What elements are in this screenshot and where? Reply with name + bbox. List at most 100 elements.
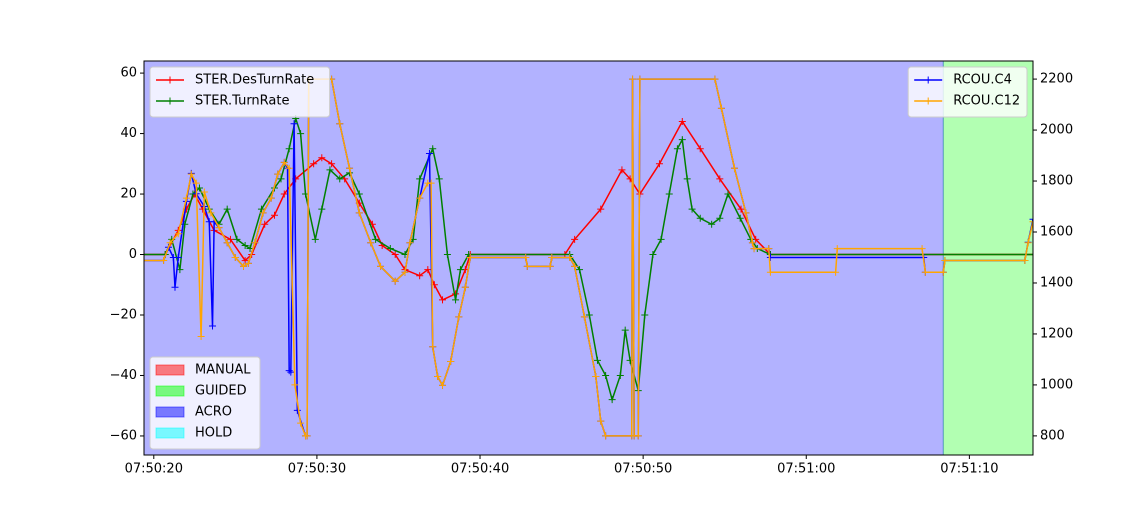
point-marker	[297, 130, 305, 138]
point-marker	[665, 190, 673, 198]
y-tick-label: 60	[120, 66, 137, 81]
point-marker	[285, 367, 293, 375]
point-marker	[406, 239, 414, 247]
legend-box	[149, 66, 331, 118]
point-marker	[166, 239, 174, 247]
legend-label: RCOU.C4	[953, 73, 1012, 88]
point-marker	[372, 235, 380, 243]
point-marker	[1024, 239, 1032, 247]
point-marker	[277, 175, 285, 183]
point-marker	[424, 266, 432, 274]
point-marker	[328, 160, 336, 168]
point-marker	[616, 371, 624, 379]
point-marker	[192, 179, 200, 187]
point-marker	[187, 170, 195, 178]
point-marker	[223, 239, 231, 247]
point-marker	[274, 170, 282, 178]
point-marker	[724, 190, 732, 198]
point-marker	[439, 381, 447, 389]
x-tick-label: 07:50:50	[614, 462, 672, 477]
point-marker	[391, 277, 399, 285]
point-marker	[736, 214, 744, 222]
point-marker	[657, 235, 665, 243]
point-marker	[336, 175, 344, 183]
point-marker	[259, 209, 267, 217]
point-marker	[602, 432, 610, 440]
point-marker	[257, 205, 265, 213]
point-marker	[576, 266, 584, 274]
point-marker	[765, 245, 773, 253]
legend-swatch	[155, 427, 185, 439]
legend-box	[149, 356, 261, 450]
y-tick-label: 0	[129, 247, 137, 262]
point-marker	[144, 257, 148, 265]
y2-tick-label: 1600	[1040, 225, 1073, 240]
point-marker	[452, 296, 460, 304]
point-marker	[377, 262, 385, 270]
point-marker	[427, 179, 435, 187]
point-marker	[195, 184, 203, 192]
point-marker	[231, 253, 239, 261]
x-tick-label: 07:51:10	[940, 462, 998, 477]
point-marker	[425, 150, 433, 158]
point-marker	[311, 235, 319, 243]
series-lines	[144, 75, 1033, 440]
legend-label: MANUAL	[195, 363, 251, 378]
point-marker	[182, 194, 190, 202]
point-marker	[593, 356, 601, 364]
point-marker	[160, 257, 168, 265]
point-marker	[465, 251, 473, 259]
point-marker	[634, 432, 642, 440]
point-marker	[832, 268, 840, 276]
point-marker	[240, 262, 248, 270]
point-marker	[621, 326, 629, 334]
y-tick-label: −40	[110, 368, 137, 383]
point-marker	[416, 175, 424, 183]
point-marker	[174, 230, 182, 238]
series-line	[144, 120, 1033, 301]
point-marker	[326, 166, 334, 174]
point-marker	[548, 253, 556, 261]
point-marker	[1029, 215, 1033, 223]
point-marker	[267, 194, 275, 202]
point-marker	[293, 406, 301, 414]
y2-tick-label: 1400	[1040, 275, 1073, 290]
point-marker	[261, 220, 269, 228]
legend-swatch	[155, 385, 185, 397]
point-marker	[443, 251, 451, 259]
point-marker	[1029, 251, 1033, 259]
point-marker	[678, 117, 686, 125]
point-marker	[918, 245, 926, 253]
point-marker	[280, 158, 288, 166]
point-marker	[1029, 218, 1033, 226]
y2-tick-label: 1200	[1040, 326, 1073, 341]
point-marker	[678, 136, 686, 144]
point-marker	[673, 145, 681, 153]
y2-tick-label: 800	[1040, 428, 1065, 443]
point-marker	[291, 381, 299, 389]
point-marker	[367, 239, 375, 247]
point-marker	[318, 205, 326, 213]
point-marker	[318, 154, 326, 162]
point-marker	[618, 166, 626, 174]
point-marker	[766, 253, 774, 261]
point-marker	[280, 190, 288, 198]
point-marker	[655, 160, 663, 168]
point-marker	[602, 371, 610, 379]
point-marker	[233, 235, 241, 243]
point-marker	[174, 253, 182, 261]
x-tick-label: 07:50:40	[451, 462, 509, 477]
point-marker	[941, 257, 949, 265]
series-line	[144, 115, 1033, 403]
x-tick-label: 07:51:00	[777, 462, 835, 477]
point-marker	[833, 245, 841, 253]
point-marker	[649, 251, 657, 259]
point-marker	[766, 268, 774, 276]
point-marker	[285, 164, 293, 172]
x-tick-label: 07:50:20	[125, 462, 183, 477]
point-marker	[355, 209, 363, 217]
point-marker	[523, 262, 531, 270]
point-marker	[688, 205, 696, 213]
